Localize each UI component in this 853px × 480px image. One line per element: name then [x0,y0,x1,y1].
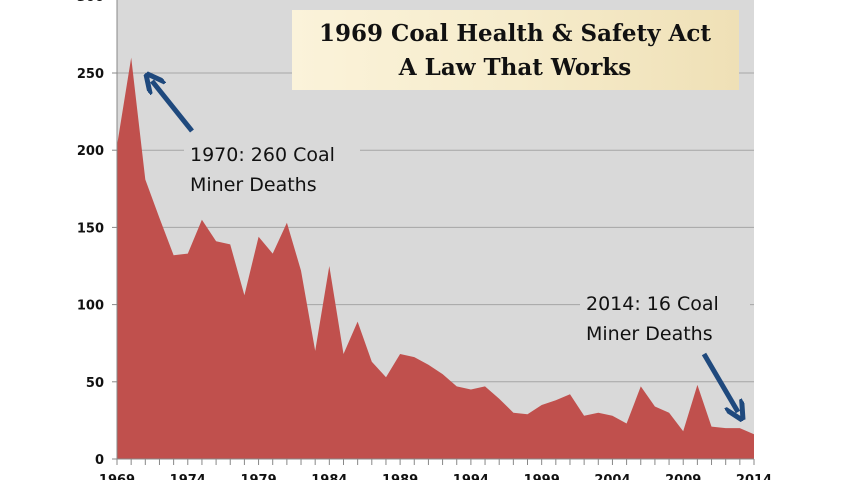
arrow-2014-icon [701,352,738,412]
x-tick-label: 2004 [594,473,630,480]
annotation-1970-line1: 1970: 260 Coal [190,144,335,166]
y-tick-label: 50 [86,376,104,391]
x-tick-label: 1989 [382,473,418,480]
y-tick-label: 250 [77,67,104,82]
chart-title-line1: 1969 Coal Health & Safety Act [319,20,711,47]
annotation-2014-line2: Miner Deaths [586,323,713,345]
chart-title-line2: A Law That Works [398,54,631,81]
x-tick-label: 1979 [240,473,276,480]
x-tick-label: 1974 [170,473,206,480]
y-tick-label: 150 [77,221,104,236]
annotation-1970-line2: Miner Deaths [190,174,317,196]
x-tick-label: 1984 [311,473,347,480]
arrow-1970-icon [152,81,194,133]
x-tick-label: 1999 [524,473,560,480]
y-tick-label: 0 [95,453,104,468]
annotation-2014-line1: 2014: 16 Coal [586,293,719,315]
x-tick-label: 1994 [453,473,489,480]
x-tick-label: 1969 [99,473,135,480]
y-tick-label: 300 [77,0,104,5]
x-tick-label: 2009 [665,473,701,480]
x-tick-label: 2014 [736,473,772,480]
y-tick-label: 200 [77,144,104,159]
title-box: 1969 Coal Health & Safety Act A Law That… [292,10,739,90]
y-tick-label: 100 [77,299,104,314]
area-series [117,57,754,459]
